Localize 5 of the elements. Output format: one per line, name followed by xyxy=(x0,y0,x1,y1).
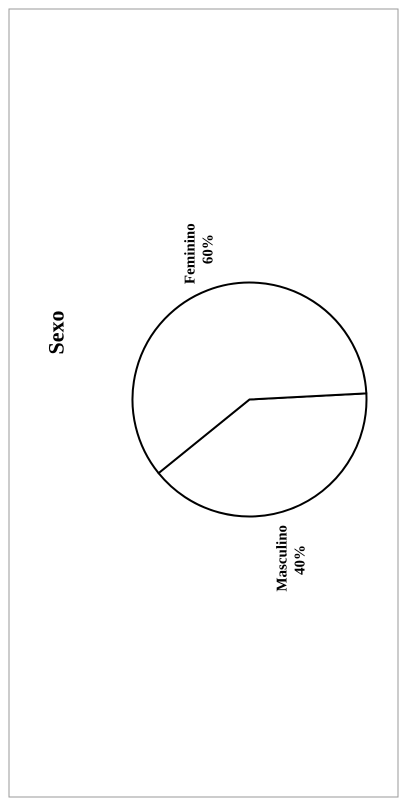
data-label: 40% xyxy=(292,544,308,574)
text: Sexo xyxy=(43,309,69,356)
slice-label: Masculino xyxy=(274,524,290,592)
slice-label: Feminino xyxy=(182,222,198,284)
data-label: 60% xyxy=(200,234,216,264)
